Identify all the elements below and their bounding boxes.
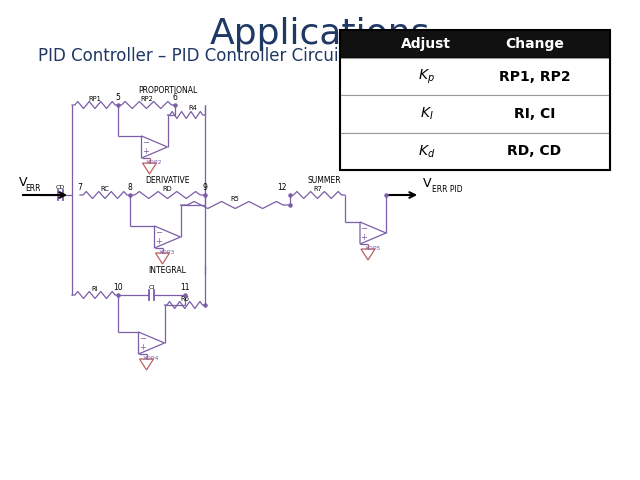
Text: RP1: RP1 bbox=[88, 96, 101, 102]
Text: R4: R4 bbox=[189, 105, 197, 111]
Text: CI: CI bbox=[148, 285, 155, 290]
Text: −: − bbox=[360, 224, 367, 233]
Text: +: + bbox=[360, 233, 367, 242]
Text: DERIVATIVE: DERIVATIVE bbox=[145, 176, 189, 185]
Text: 8: 8 bbox=[127, 183, 132, 192]
Bar bbox=[340, 96, 610, 132]
Text: +: + bbox=[142, 147, 149, 156]
Text: SUMMER: SUMMER bbox=[308, 176, 342, 185]
Text: RP2: RP2 bbox=[140, 96, 153, 102]
Text: 11: 11 bbox=[180, 283, 189, 292]
Text: 6: 6 bbox=[173, 93, 177, 102]
Text: −: − bbox=[155, 228, 162, 237]
Text: XOP2: XOP2 bbox=[147, 160, 163, 165]
Text: 7: 7 bbox=[77, 183, 83, 192]
Text: RI: RI bbox=[92, 286, 99, 292]
Text: 9: 9 bbox=[203, 183, 207, 192]
Text: RC: RC bbox=[100, 186, 109, 192]
Text: +: + bbox=[139, 343, 146, 352]
Text: RD, CD: RD, CD bbox=[508, 144, 561, 158]
Text: INTEGRAL: INTEGRAL bbox=[148, 266, 186, 275]
Text: $K_d$: $K_d$ bbox=[418, 143, 435, 159]
Text: −: − bbox=[139, 334, 146, 343]
Text: $\mathregular{V}$: $\mathregular{V}$ bbox=[18, 176, 28, 189]
Text: ERR PID: ERR PID bbox=[432, 185, 463, 194]
Text: Change: Change bbox=[505, 37, 564, 51]
Text: PID Controller – PID Controller Circuit Diagram: PID Controller – PID Controller Circuit … bbox=[38, 47, 422, 65]
Text: PROPORTIONAL: PROPORTIONAL bbox=[138, 86, 197, 95]
Text: RI, CI: RI, CI bbox=[514, 107, 555, 121]
Text: R6: R6 bbox=[180, 296, 189, 302]
Text: XOP5: XOP5 bbox=[365, 246, 381, 251]
Bar bbox=[340, 30, 610, 170]
Text: $\mathregular{V}$: $\mathregular{V}$ bbox=[422, 177, 433, 190]
Text: R7: R7 bbox=[313, 186, 322, 192]
Text: −: − bbox=[142, 138, 149, 147]
Text: $K_p$: $K_p$ bbox=[418, 68, 435, 86]
Text: XOP4: XOP4 bbox=[143, 356, 160, 361]
Bar bbox=[340, 30, 610, 58]
Text: R5: R5 bbox=[231, 196, 240, 202]
Text: XOP3: XOP3 bbox=[159, 250, 176, 255]
Text: Applications: Applications bbox=[210, 17, 430, 51]
Text: 10: 10 bbox=[113, 283, 123, 292]
Text: +: + bbox=[155, 237, 162, 246]
Text: Adjust: Adjust bbox=[401, 37, 451, 51]
Text: $K_I$: $K_I$ bbox=[420, 106, 433, 122]
Text: 5: 5 bbox=[116, 93, 120, 102]
Text: ERR: ERR bbox=[25, 184, 40, 193]
Bar bbox=[340, 58, 610, 96]
Text: RP1, RP2: RP1, RP2 bbox=[499, 70, 570, 84]
Bar bbox=[340, 132, 610, 170]
Text: 12: 12 bbox=[277, 183, 287, 192]
Text: RD: RD bbox=[163, 186, 172, 192]
Text: CD: CD bbox=[56, 185, 65, 190]
